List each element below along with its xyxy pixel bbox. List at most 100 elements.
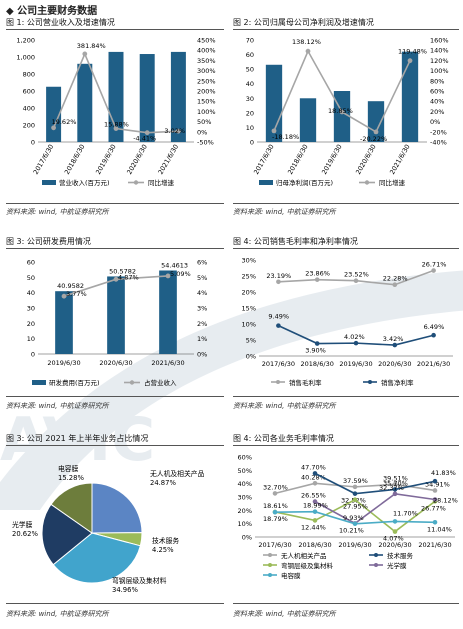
bar-value-label: 40.9582 [57, 282, 84, 290]
y-tick-label: 10% [242, 321, 256, 329]
line-point [165, 273, 171, 279]
line-value-label: 26.77% [421, 504, 446, 512]
line-point [314, 341, 320, 346]
line-value-label: 32.70% [263, 483, 288, 491]
line-point [113, 276, 119, 282]
x-tick-label: 2020/6/30 [99, 359, 132, 367]
line-value-label: 26.55% [301, 492, 326, 500]
legend-swatch-bar [259, 180, 273, 185]
legend-marker [374, 563, 378, 567]
line-value-label: 10.21% [339, 526, 364, 534]
line-value-label: 18.79% [263, 515, 288, 523]
line-value-label: 41.83% [431, 469, 456, 477]
y-right-tick-label: 40% [430, 98, 444, 106]
y-right-tick-label: 5% [197, 274, 207, 282]
legend-marker [368, 380, 372, 384]
legend-marker [374, 553, 378, 557]
y-tick-label: 15% [242, 305, 256, 313]
y-right-tick-label: 1% [197, 335, 207, 343]
y-left-tick-label: 200 [23, 122, 35, 130]
chart2-net-profit: 0 10 20 30 40 50 60 70 -40% -20% 0% 20% 40% 60% 80% 100… [246, 37, 449, 188]
y-tick-label: 20% [238, 507, 252, 515]
bar-2018/6/30 [77, 63, 93, 142]
line-point [176, 128, 181, 134]
y-right-tick-label: -20% [430, 128, 447, 136]
line-value-label: 3.02% [164, 127, 185, 135]
line-point [431, 332, 436, 338]
line-value-label: -20.22% [360, 135, 387, 143]
line-value-label: 9.93% [343, 514, 364, 522]
legend-swatch-bar [32, 380, 46, 385]
line-point [432, 497, 438, 502]
y-left-tick-label: 0 [31, 139, 35, 147]
line-point [272, 509, 278, 515]
y-right-tick-label: 3% [197, 305, 207, 313]
y-tick-label: 0% [246, 353, 256, 361]
legend-label-line: 同比增速 [148, 178, 175, 187]
y-right-tick-label: 50% [197, 118, 211, 126]
legend-label-bar: 营业收入(百万元) [59, 178, 110, 187]
line-point [51, 125, 56, 131]
y-right-tick-label: -50% [197, 139, 214, 147]
legend-marker [268, 553, 272, 557]
legend-label: 销售毛利率 [289, 378, 322, 387]
y-right-tick-label: 80% [430, 77, 444, 85]
y-right-tick-label: 400% [197, 47, 216, 55]
line-point [276, 323, 281, 328]
line-point [272, 491, 278, 496]
line-point [82, 51, 88, 57]
line-value-label: 4.02% [344, 333, 365, 341]
x-tick-label: 2021/6/30 [418, 541, 451, 549]
chart1-title: 图 1: 公司营业收入及增速情况 [6, 18, 115, 27]
y-right-tick-label: 0% [197, 351, 207, 359]
y-right-tick-label: 200% [197, 88, 216, 96]
line-value-label: -18.18% [272, 133, 299, 141]
y-left-tick-label: 0 [31, 351, 35, 359]
legend-marker [268, 573, 272, 577]
line-value-label: 6.49% [424, 323, 445, 331]
y-tick-label: 20% [242, 289, 256, 297]
line-value-label: 47.70% [301, 463, 326, 471]
bar-2020/6/30 [139, 54, 155, 142]
bar-2021/6/30 [401, 51, 419, 142]
line-point [392, 487, 398, 492]
line-value-label: 39.51% [383, 474, 408, 482]
y-right-tick-label: 250% [197, 77, 216, 85]
y-right-tick-label: 350% [197, 57, 216, 65]
y-left-tick-label: 60 [27, 259, 35, 267]
y-left-tick-label: 20 [27, 320, 35, 328]
line-point [314, 277, 320, 282]
x-tick-label: 2018/6/30 [63, 143, 87, 176]
x-tick-label: 2020/6/30 [378, 360, 411, 368]
legend-label: 光学膜 [387, 561, 407, 570]
y-left-tick-label: 40 [27, 289, 35, 297]
line-value-label: -4.41% [133, 135, 156, 143]
legend-label-line: 占营业收入 [144, 378, 177, 387]
line-value-label: 27.95% [343, 503, 368, 511]
line-value-label: 34.91% [425, 480, 450, 488]
line-point [144, 130, 150, 136]
bar-value-label: 50.5782 [109, 267, 136, 275]
line-point [312, 480, 318, 486]
y-left-tick-label: 10 [246, 124, 254, 132]
pie-slice [50, 482, 93, 534]
y-right-tick-label: 150% [197, 98, 216, 106]
y-tick-label: 5% [246, 337, 256, 345]
chart2-source: 资料来源: wind, 中航证券研究所 [233, 208, 336, 216]
x-tick-label: 2017/6/30 [262, 360, 295, 368]
pie-slice [52, 532, 141, 584]
legend-label: 无人机相关产品 [281, 551, 327, 560]
legend-label-bar: 归母净利润(百万元) [276, 178, 333, 187]
x-tick-label: 2019/6/30 [47, 359, 80, 367]
bar-2020/6/30 [367, 101, 385, 142]
line-point [352, 484, 358, 490]
line-value-label: 9.49% [268, 313, 289, 321]
line-point [432, 488, 438, 493]
y-right-tick-label: 100% [430, 67, 449, 75]
chart2-title: 图 2: 公司归属母公司净利润及增速情况 [233, 18, 374, 27]
line-value-label: 40.28% [301, 473, 326, 481]
line-value-label: 18.99% [303, 502, 328, 510]
line-point [431, 268, 436, 273]
x-tick-label: 2018/6/30 [286, 143, 310, 176]
line-point [392, 482, 398, 487]
